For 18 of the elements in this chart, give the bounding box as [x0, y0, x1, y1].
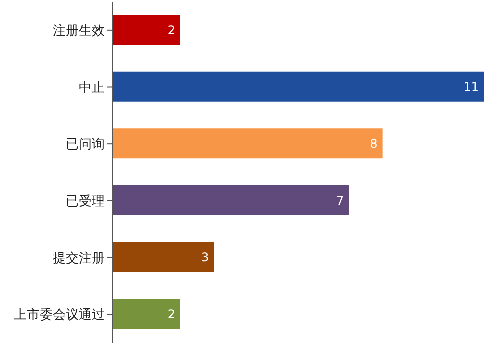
y-tick-label: 已问询 — [66, 138, 105, 153]
data-label: 3 — [202, 250, 210, 265]
y-tick-label: 提交注册 — [53, 250, 105, 266]
bar — [113, 299, 180, 330]
y-tick-label: 已受理 — [66, 194, 105, 210]
data-label: 2 — [168, 307, 176, 322]
bar — [113, 72, 484, 102]
data-label: 7 — [336, 194, 344, 208]
bar — [113, 128, 383, 159]
bar — [113, 186, 350, 216]
data-label: 8 — [370, 136, 378, 151]
y-tick-label: 上市委会议通过 — [14, 308, 105, 324]
y-tick-label: 中止 — [79, 80, 105, 96]
bar — [113, 15, 180, 45]
data-label: 2 — [168, 23, 176, 38]
bar — [113, 242, 214, 272]
y-tick-label: 注册生效 — [53, 24, 105, 40]
data-label: 11 — [464, 80, 479, 94]
